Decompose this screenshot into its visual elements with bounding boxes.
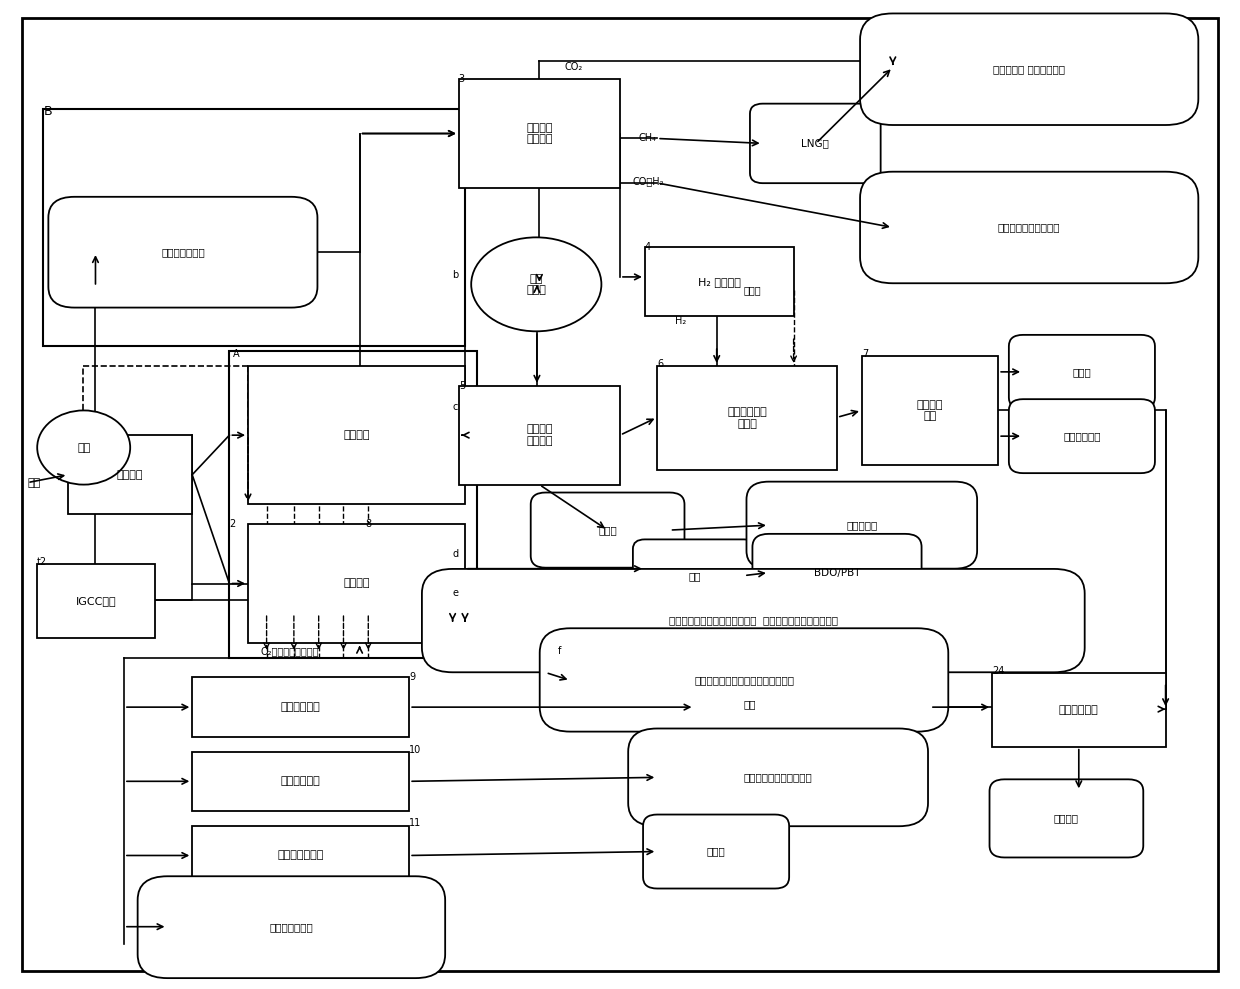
- Text: 11: 11: [409, 818, 422, 828]
- Text: b: b: [453, 270, 459, 280]
- Text: 6: 6: [657, 359, 663, 369]
- Text: 气化单元: 气化单元: [343, 579, 370, 588]
- Text: 掺杂
芳烃等: 掺杂 芳烃等: [526, 274, 547, 295]
- Text: 甲醇、乙二醇、混合醇等: 甲醇、乙二醇、混合醇等: [744, 772, 812, 782]
- FancyBboxPatch shape: [645, 247, 794, 316]
- Text: 油品分离
单元: 油品分离 单元: [916, 400, 944, 421]
- Text: f: f: [558, 646, 562, 656]
- Text: 费托合成单元: 费托合成单元: [280, 702, 321, 712]
- FancyBboxPatch shape: [422, 569, 1085, 673]
- Text: 合成氨、尿素、甲铵等: 合成氨、尿素、甲铵等: [998, 223, 1060, 232]
- Text: 9: 9: [409, 673, 415, 682]
- FancyBboxPatch shape: [681, 667, 820, 743]
- Text: 5: 5: [459, 381, 465, 391]
- Text: 2: 2: [229, 519, 236, 529]
- Text: CO₂: CO₂: [564, 62, 583, 72]
- Text: 其他化工类产品: 其他化工类产品: [269, 922, 314, 933]
- FancyBboxPatch shape: [750, 104, 880, 183]
- Text: 备煤单元: 备煤单元: [117, 470, 144, 480]
- FancyBboxPatch shape: [531, 493, 684, 568]
- FancyBboxPatch shape: [192, 752, 409, 811]
- Text: 净化焦油
分离单元: 净化焦油 分离单元: [526, 424, 553, 446]
- Text: 净化煤气
分离单元: 净化煤气 分离单元: [526, 123, 553, 144]
- Text: 10: 10: [409, 745, 422, 755]
- FancyBboxPatch shape: [138, 876, 445, 978]
- FancyBboxPatch shape: [248, 524, 465, 643]
- Text: 热解单元: 热解单元: [343, 430, 370, 440]
- FancyBboxPatch shape: [68, 435, 192, 514]
- FancyBboxPatch shape: [248, 366, 465, 504]
- Ellipse shape: [471, 237, 601, 331]
- Text: 电石: 电石: [688, 571, 701, 582]
- FancyBboxPatch shape: [992, 673, 1166, 747]
- Ellipse shape: [37, 410, 130, 485]
- FancyBboxPatch shape: [1009, 400, 1154, 473]
- Text: CO、H₂: CO、H₂: [632, 176, 663, 186]
- FancyBboxPatch shape: [753, 534, 921, 611]
- FancyBboxPatch shape: [644, 815, 789, 888]
- Text: 燃气碳蒸汽发电: 燃气碳蒸汽发电: [161, 247, 205, 257]
- Text: c: c: [453, 403, 458, 412]
- Text: 原煤: 原煤: [27, 478, 41, 488]
- Text: 沥青质: 沥青质: [598, 525, 618, 535]
- FancyBboxPatch shape: [229, 351, 477, 658]
- Text: 炭素材料等: 炭素材料等: [846, 520, 878, 530]
- Text: 烯烃等: 烯烃等: [707, 847, 725, 856]
- FancyBboxPatch shape: [192, 677, 409, 737]
- FancyBboxPatch shape: [459, 79, 620, 188]
- Text: 8: 8: [366, 519, 372, 529]
- Text: B: B: [43, 105, 52, 119]
- Text: H₂ 分离单元: H₂ 分离单元: [698, 277, 740, 287]
- Text: t2: t2: [37, 557, 47, 567]
- FancyBboxPatch shape: [629, 729, 928, 826]
- FancyBboxPatch shape: [459, 386, 620, 485]
- FancyBboxPatch shape: [990, 779, 1143, 857]
- FancyBboxPatch shape: [43, 109, 465, 346]
- Text: 醇类合成单元: 醇类合成单元: [280, 776, 321, 786]
- Text: 铁合金、高炉喷吹、高级炭形剂  发电、民用燃料气化原料等: 铁合金、高炉喷吹、高级炭形剂 发电、民用燃料气化原料等: [668, 615, 838, 626]
- Text: 煤焦液加氢精
制单元: 煤焦液加氢精 制单元: [727, 407, 768, 428]
- FancyBboxPatch shape: [48, 197, 317, 308]
- FancyBboxPatch shape: [22, 18, 1218, 971]
- Text: d: d: [453, 549, 459, 559]
- Text: 石脑油: 石脑油: [1073, 367, 1091, 377]
- FancyBboxPatch shape: [1009, 335, 1154, 408]
- FancyBboxPatch shape: [861, 14, 1198, 125]
- Text: LNG等: LNG等: [801, 138, 830, 148]
- Text: A: A: [233, 349, 239, 359]
- Text: IGCC单元: IGCC单元: [76, 595, 117, 606]
- Text: H₂: H₂: [675, 316, 686, 326]
- FancyBboxPatch shape: [192, 826, 409, 885]
- Text: 液体燃料: 液体燃料: [1054, 813, 1079, 824]
- Text: 催化剂: 催化剂: [744, 285, 761, 295]
- Text: CH₄: CH₄: [639, 134, 657, 143]
- Text: 汽油、柴油等: 汽油、柴油等: [1063, 431, 1101, 441]
- Text: 烯烃化合成单元: 烯烃化合成单元: [278, 851, 324, 860]
- Text: 3: 3: [459, 74, 465, 84]
- Text: BDO/PBT: BDO/PBT: [813, 568, 861, 578]
- FancyBboxPatch shape: [539, 628, 949, 732]
- Text: 24: 24: [992, 666, 1004, 675]
- Text: e: e: [453, 588, 459, 598]
- FancyBboxPatch shape: [37, 564, 155, 638]
- FancyBboxPatch shape: [862, 356, 998, 465]
- FancyBboxPatch shape: [861, 172, 1198, 283]
- Text: 热能: 热能: [744, 699, 756, 710]
- Text: O₂、空气或水蒸气等: O₂、空气或水蒸气等: [260, 646, 319, 656]
- FancyBboxPatch shape: [632, 539, 756, 613]
- FancyBboxPatch shape: [746, 482, 977, 569]
- FancyBboxPatch shape: [657, 366, 837, 470]
- Text: 电力: 电力: [77, 442, 91, 453]
- Text: 建筑、冶温、化工、提取稀有贵属等: 建筑、冶温、化工、提取稀有贵属等: [694, 674, 794, 685]
- Text: 7: 7: [862, 349, 868, 359]
- Text: 碳酸二甲酯 可降解塑料等: 碳酸二甲酯 可降解塑料等: [993, 64, 1065, 74]
- Text: 4: 4: [645, 242, 651, 252]
- Text: 液品精制单元: 液品精制单元: [1059, 704, 1099, 715]
